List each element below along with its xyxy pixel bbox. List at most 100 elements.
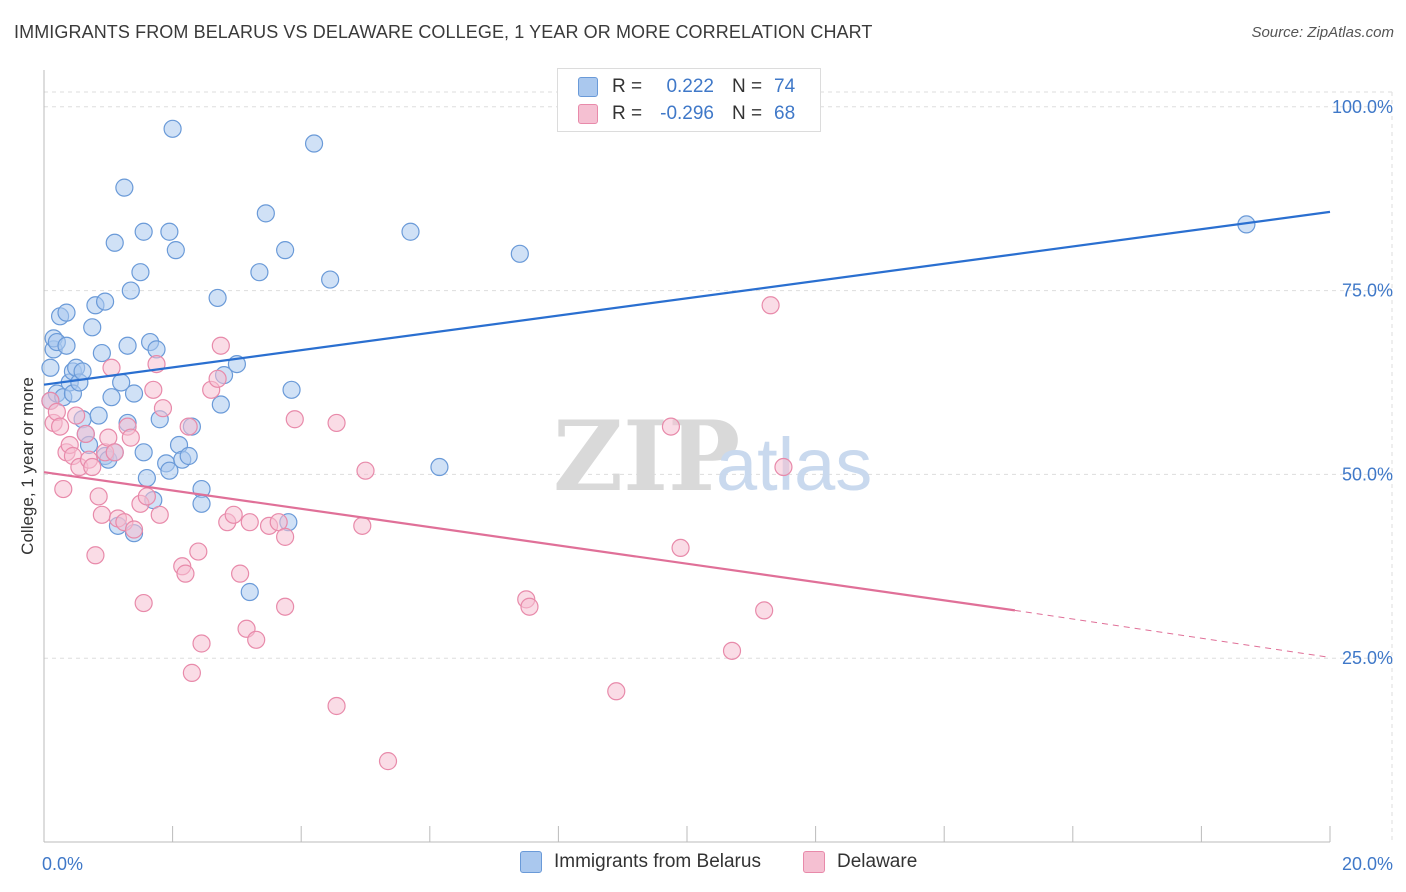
delaware-point <box>137 487 156 506</box>
delaware-point <box>67 406 86 425</box>
belarus-n-label: N = <box>732 76 763 97</box>
delaware-point <box>755 601 774 620</box>
delaware-point <box>153 399 173 418</box>
belarus-point <box>304 134 324 153</box>
delaware-point <box>520 597 539 616</box>
belarus-point <box>73 362 92 381</box>
delaware-point <box>356 461 375 480</box>
belarus-point <box>105 233 124 252</box>
belarus-point <box>163 119 182 138</box>
belarus-point <box>95 292 115 311</box>
delaware-point <box>179 417 198 436</box>
belarus-point <box>92 343 111 363</box>
delaware-trend-line <box>43 471 1016 612</box>
delaware-point <box>353 516 372 535</box>
belarus-point <box>321 270 340 289</box>
legend-row-belarus: R = 0.222 N = 74 <box>558 73 795 101</box>
belarus-r-value: 0.222 <box>666 76 714 97</box>
delaware-point <box>774 457 793 477</box>
axis-layer: 25.0% 50.0% 75.0% 100.0% 0.0% 20.0% <box>42 70 1393 874</box>
delaware-point <box>134 593 153 613</box>
delaware-point <box>176 564 195 583</box>
delaware-point <box>211 336 230 355</box>
belarus-point <box>57 303 76 322</box>
belarus-point <box>256 204 275 223</box>
belarus-point <box>250 263 269 282</box>
delaware-point <box>224 505 243 524</box>
delaware-point <box>54 479 73 499</box>
y-tick-label: 50.0% <box>1342 464 1393 484</box>
belarus-point <box>211 395 230 414</box>
delaware-point <box>50 417 70 436</box>
belarus-point <box>115 178 134 197</box>
y-tick-label: 100.0% <box>1332 97 1393 117</box>
belarus-point <box>160 222 179 241</box>
belarus-legend-swatch <box>520 851 542 873</box>
x-tick-label: 0.0% <box>42 854 83 874</box>
belarus-point <box>192 494 211 513</box>
chart-title: IMMIGRANTS FROM BELARUS VS DELAWARE COLL… <box>14 22 873 42</box>
belarus-n-value: 74 <box>774 76 796 97</box>
delaware-point <box>189 542 208 561</box>
source-label: Source: ZipAtlas.com <box>1251 24 1394 41</box>
delaware-n-label: N = <box>732 103 763 124</box>
delaware-points <box>41 296 793 771</box>
belarus-point <box>510 244 529 263</box>
delaware-trend-extension <box>1014 609 1331 658</box>
belarus-point <box>166 241 185 260</box>
grid-layer <box>44 91 1393 842</box>
belarus-point <box>276 241 295 260</box>
belarus-point <box>89 406 108 425</box>
belarus-point <box>179 446 198 466</box>
delaware-swatch <box>578 104 598 124</box>
delaware-point <box>247 630 266 649</box>
belarus-point <box>134 443 153 462</box>
belarus-swatch <box>578 77 598 97</box>
belarus-point <box>430 457 449 477</box>
delaware-n-value: 68 <box>774 103 796 124</box>
legend-row-delaware: R = -0.296 N = 68 <box>558 100 795 128</box>
belarus-trend-line <box>43 210 1331 386</box>
belarus-point <box>208 288 227 308</box>
delaware-legend-label: Delaware <box>837 851 918 872</box>
belarus-point <box>124 384 144 403</box>
delaware-point <box>607 682 626 701</box>
belarus-point <box>57 336 76 355</box>
delaware-point <box>722 641 742 660</box>
delaware-point <box>76 424 95 444</box>
belarus-r-label: R = <box>612 76 643 97</box>
delaware-point <box>240 513 259 532</box>
belarus-point <box>102 388 121 407</box>
delaware-point <box>761 296 780 315</box>
belarus-point <box>41 358 60 377</box>
delaware-point <box>47 402 66 421</box>
belarus-point <box>240 582 259 602</box>
delaware-point <box>327 696 346 716</box>
belarus-point <box>131 263 150 282</box>
y-tick-label: 25.0% <box>1342 648 1393 668</box>
delaware-point <box>89 487 108 506</box>
delaware-point <box>182 663 201 682</box>
bottom-legend-belarus[interactable]: Immigrants from Belarus <box>520 851 761 873</box>
delaware-point <box>208 369 227 388</box>
delaware-point <box>86 546 105 565</box>
delaware-point <box>105 443 124 462</box>
belarus-point <box>121 281 140 300</box>
watermark: ZIP atlas <box>553 400 872 513</box>
bottom-legend-delaware[interactable]: Delaware <box>803 851 917 873</box>
delaware-point <box>671 538 690 558</box>
delaware-r-value: -0.296 <box>660 103 714 124</box>
delaware-point <box>83 457 102 477</box>
y-tick-label: 75.0% <box>1342 281 1393 301</box>
belarus-point <box>134 222 153 241</box>
belarus-point <box>282 380 301 399</box>
correlation-legend: R = 0.222 N = 74 R = -0.296 N = 68 <box>557 68 821 132</box>
delaware-point <box>144 380 163 399</box>
delaware-point <box>276 527 295 546</box>
delaware-point <box>285 410 304 429</box>
delaware-r-label: R = <box>612 103 643 124</box>
delaware-point <box>378 752 398 771</box>
delaware-point <box>192 634 211 653</box>
x-tick-label: 20.0% <box>1342 854 1393 874</box>
